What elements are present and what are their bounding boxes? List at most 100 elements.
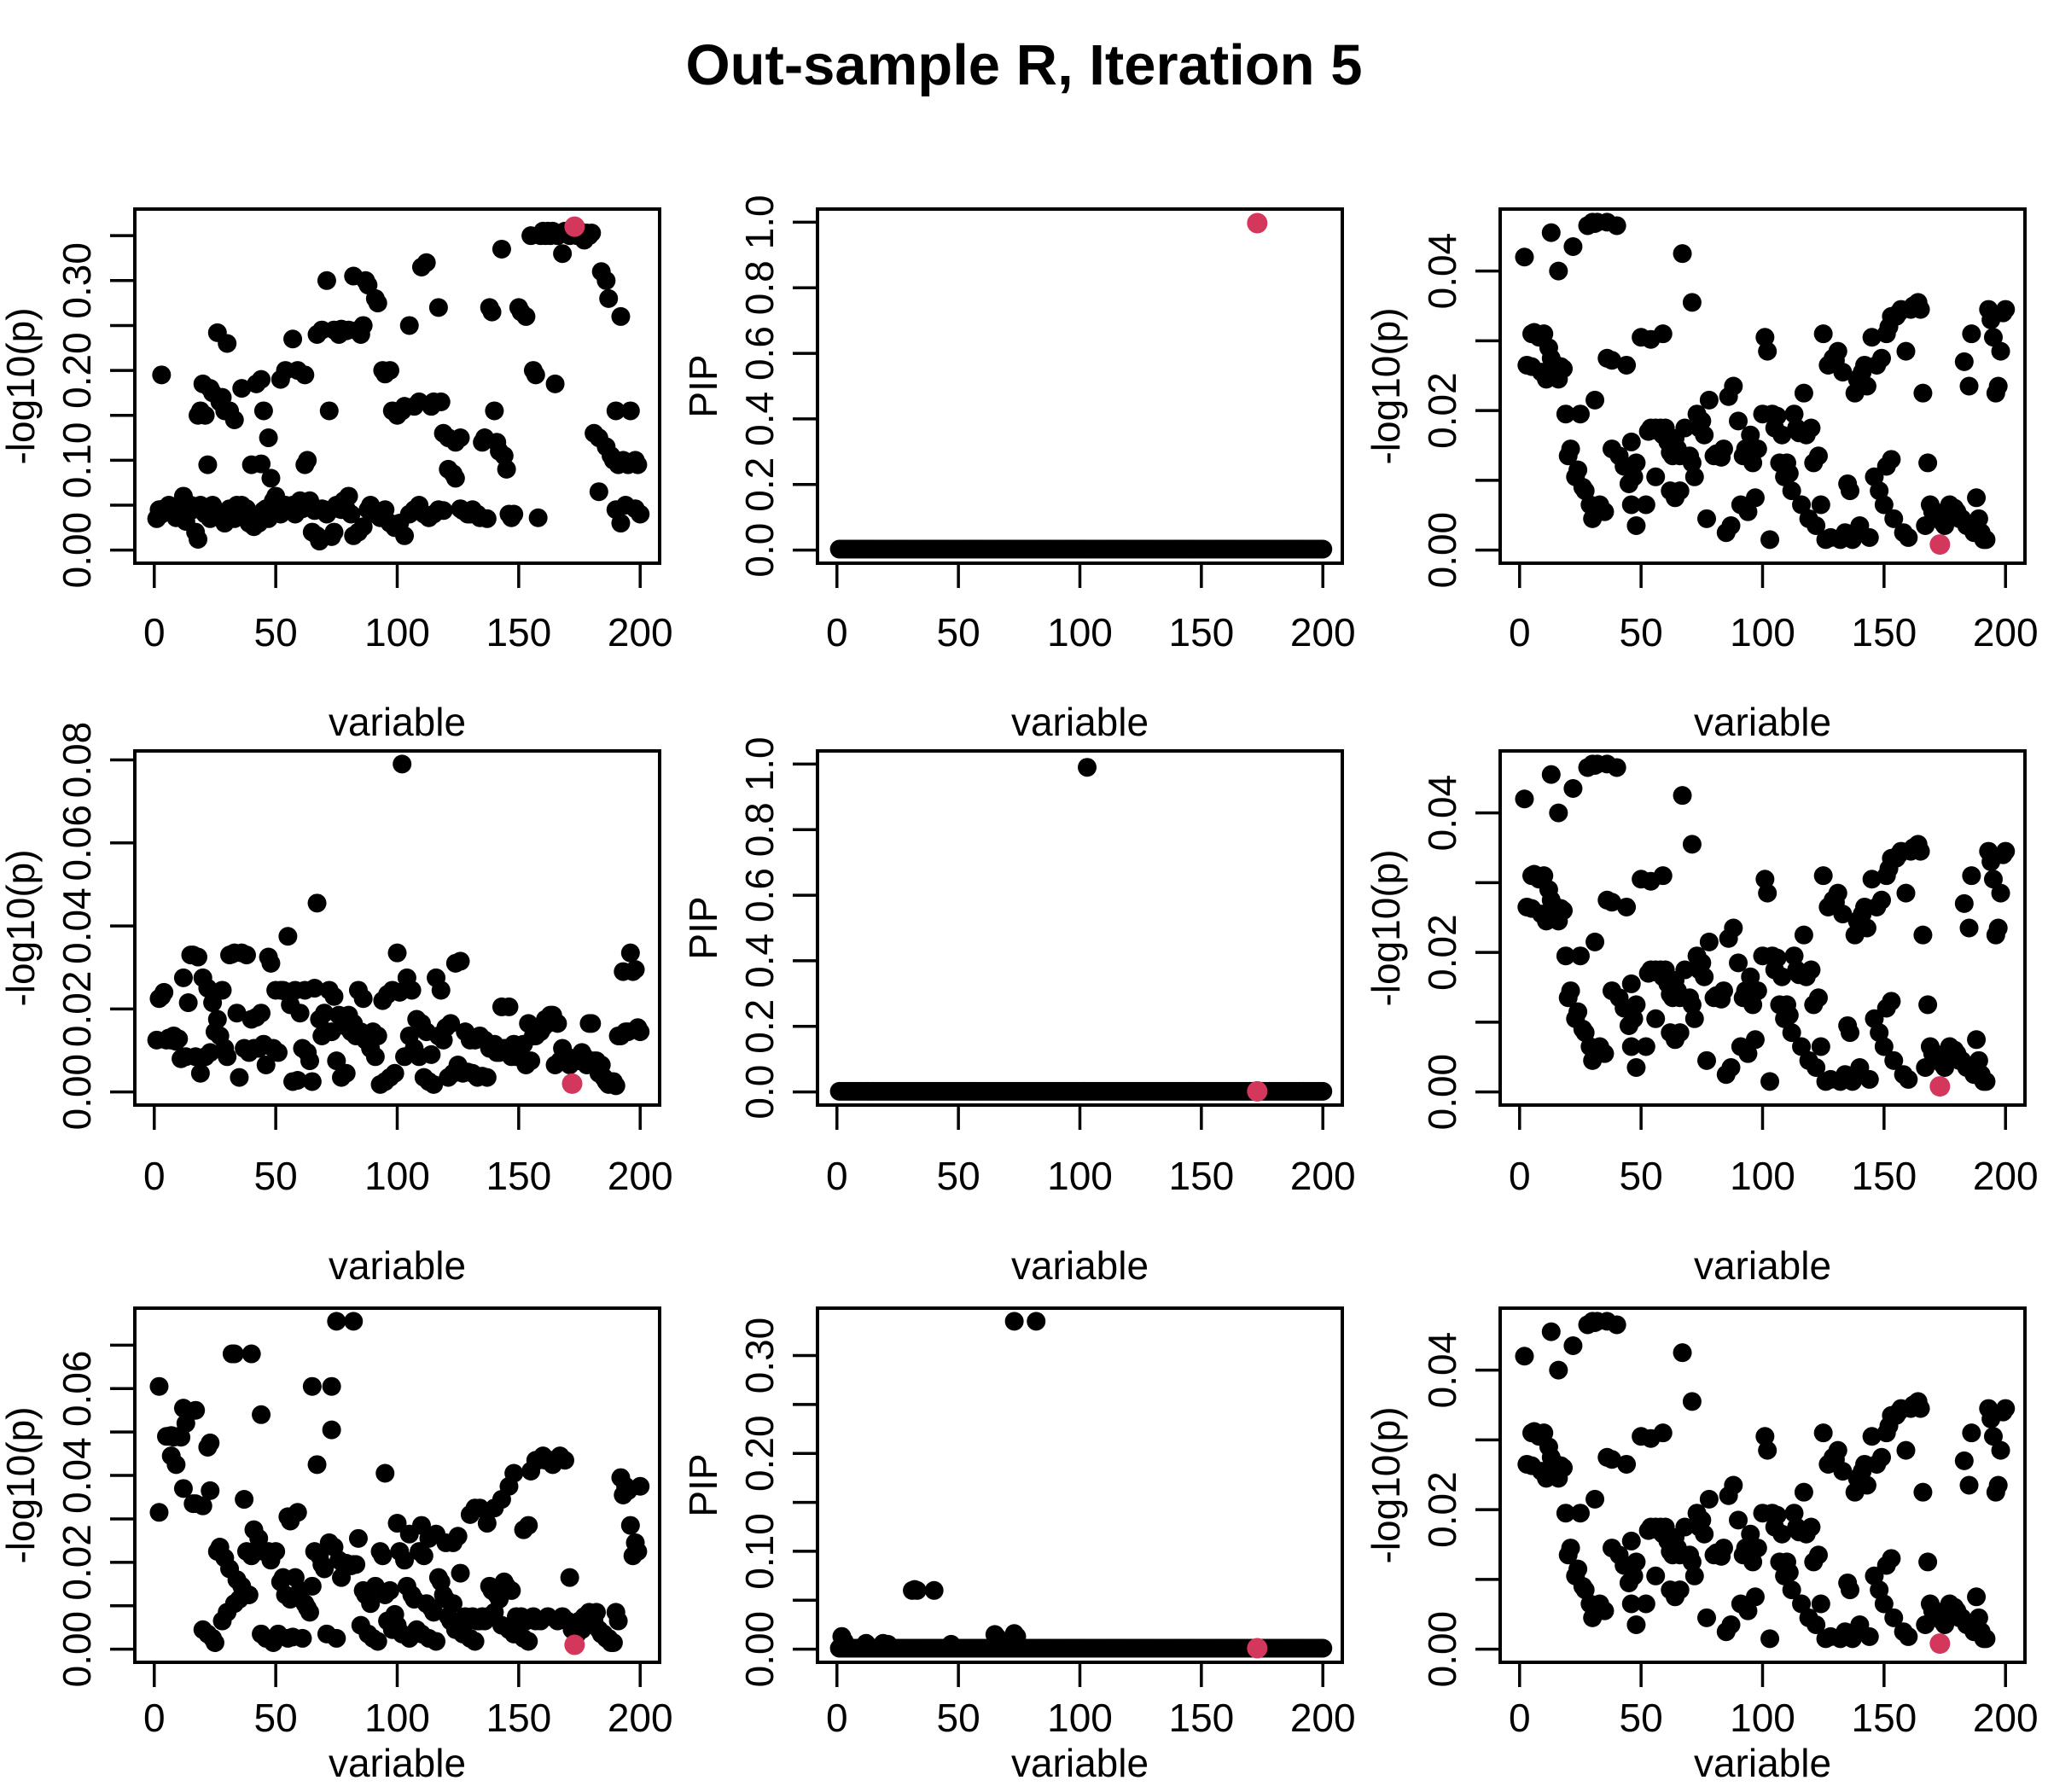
svg-text:200: 200 <box>608 610 673 655</box>
svg-text:variable: variable <box>329 1243 466 1288</box>
svg-text:-log10(p): -log10(p) <box>1364 307 1408 464</box>
svg-text:0: 0 <box>1509 1696 1531 1740</box>
svg-text:100: 100 <box>1047 1696 1113 1740</box>
svg-text:100: 100 <box>364 1154 430 1198</box>
svg-text:0.8: 0.8 <box>737 802 782 857</box>
svg-text:50: 50 <box>937 1154 980 1198</box>
svg-text:0.2: 0.2 <box>737 457 782 512</box>
panel-row3-col3: 0 50 100 150 200 variable 0.00 0.02 0.04 -log10(p… <box>1364 1306 2039 1785</box>
svg-text:150: 150 <box>1851 1154 1917 1198</box>
svg-text:100: 100 <box>1730 1696 1795 1740</box>
panel-row2-col3: 0 50 100 150 200 variable 0.00 0.02 0.04 -log10(p… <box>1364 749 2039 1288</box>
svg-text:0.00: 0.00 <box>737 1611 782 1688</box>
svg-text:0.6: 0.6 <box>737 326 782 381</box>
svg-text:50: 50 <box>937 1696 980 1740</box>
svg-text:150: 150 <box>1168 1696 1234 1740</box>
svg-text:50: 50 <box>1620 1154 1663 1198</box>
svg-text:0.6: 0.6 <box>737 868 782 922</box>
svg-text:variable: variable <box>1694 1243 1831 1288</box>
svg-text:0.4: 0.4 <box>737 934 782 988</box>
svg-text:50: 50 <box>1620 1696 1663 1740</box>
svg-text:0: 0 <box>826 1154 848 1198</box>
svg-text:0.0: 0.0 <box>737 523 782 578</box>
svg-text:0.10: 0.10 <box>55 422 99 499</box>
svg-text:0.04: 0.04 <box>55 1437 99 1514</box>
svg-text:200: 200 <box>1973 1154 2039 1198</box>
svg-text:0.2: 0.2 <box>737 999 782 1054</box>
svg-text:0.04: 0.04 <box>1420 233 1464 310</box>
svg-text:0.04: 0.04 <box>55 887 99 964</box>
svg-text:0.20: 0.20 <box>737 1415 782 1492</box>
svg-text:50: 50 <box>254 1696 298 1740</box>
svg-text:100: 100 <box>364 610 430 655</box>
svg-text:0: 0 <box>1509 610 1531 655</box>
svg-text:variable: variable <box>1011 700 1149 744</box>
svg-text:variable: variable <box>1011 1243 1149 1288</box>
svg-text:1.0: 1.0 <box>737 736 782 791</box>
svg-text:50: 50 <box>937 610 980 655</box>
panel-row3-col1: 0 50 100 150 200 variable 0.00 0.02 0.04 0.06 -log… <box>0 1306 673 1785</box>
svg-text:0: 0 <box>826 1696 848 1740</box>
svg-text:0.4: 0.4 <box>737 392 782 446</box>
svg-text:150: 150 <box>486 610 551 655</box>
svg-text:0.30: 0.30 <box>55 242 99 319</box>
svg-text:0.20: 0.20 <box>55 332 99 409</box>
svg-text:150: 150 <box>1851 610 1917 655</box>
svg-text:200: 200 <box>608 1696 673 1740</box>
svg-text:0.0: 0.0 <box>737 1065 782 1120</box>
svg-text:variable: variable <box>329 700 466 744</box>
svg-text:100: 100 <box>1730 610 1795 655</box>
svg-text:150: 150 <box>486 1154 551 1198</box>
svg-text:PIP: PIP <box>681 354 725 417</box>
figure-title: Out-sample R, Iteration 5 <box>685 33 1363 97</box>
svg-text:0: 0 <box>826 610 848 655</box>
svg-text:0.02: 0.02 <box>1420 372 1464 449</box>
svg-text:-log10(p): -log10(p) <box>0 1406 43 1563</box>
panel-row3-col2: 0 50 100 150 200 variable 0.00 0.10 0.20 0.30 PIP <box>681 1306 1356 1785</box>
svg-text:200: 200 <box>1290 1696 1356 1740</box>
svg-text:0.10: 0.10 <box>737 1513 782 1590</box>
svg-text:100: 100 <box>364 1696 430 1740</box>
svg-text:variable: variable <box>329 1741 466 1785</box>
svg-text:150: 150 <box>486 1696 551 1740</box>
svg-text:-log10(p): -log10(p) <box>0 307 43 464</box>
svg-text:0.02: 0.02 <box>55 971 99 1048</box>
svg-text:200: 200 <box>1973 610 2039 655</box>
svg-text:200: 200 <box>1290 610 1356 655</box>
svg-text:100: 100 <box>1730 1154 1795 1198</box>
svg-text:0: 0 <box>143 1154 166 1198</box>
svg-text:0.04: 0.04 <box>1420 775 1464 852</box>
svg-text:0.02: 0.02 <box>1420 914 1464 991</box>
panel-row1-col3: 0 50 100 150 200 variable 0.00 0.02 0.04 -log10(p… <box>1364 207 2039 744</box>
svg-text:0.02: 0.02 <box>1420 1471 1464 1548</box>
svg-text:0.8: 0.8 <box>737 260 782 315</box>
svg-text:0.00: 0.00 <box>1420 512 1464 589</box>
svg-text:0.00: 0.00 <box>1420 1611 1464 1688</box>
svg-text:variable: variable <box>1694 1741 1831 1785</box>
svg-text:variable: variable <box>1694 700 1831 744</box>
svg-text:200: 200 <box>1290 1154 1356 1198</box>
svg-text:0.02: 0.02 <box>55 1524 99 1601</box>
svg-text:100: 100 <box>1047 1154 1113 1198</box>
panel-row2-col2: 0 50 100 150 200 variable 0.0 0.2 0.4 0.6 0.8 1.0 PI… <box>681 736 1356 1288</box>
svg-text:0.08: 0.08 <box>55 722 99 799</box>
svg-text:0: 0 <box>143 610 166 655</box>
svg-text:0.00: 0.00 <box>55 1054 99 1131</box>
svg-text:0: 0 <box>143 1696 166 1740</box>
svg-text:-log10(p): -log10(p) <box>1364 849 1408 1006</box>
svg-text:0.06: 0.06 <box>55 805 99 881</box>
svg-text:50: 50 <box>254 610 298 655</box>
svg-text:-log10(p): -log10(p) <box>1364 1406 1408 1563</box>
svg-text:200: 200 <box>1973 1696 2039 1740</box>
svg-text:0.06: 0.06 <box>55 1350 99 1427</box>
svg-text:1.0: 1.0 <box>737 195 782 249</box>
panel-row1-col2: 0 50 100 150 200 variable 0.0 0.2 0.4 0.6 0.8 1.0 PI… <box>681 195 1356 744</box>
panel-row1-col1: 0 50 100 150 200 variable 0.00 0.10 0.20 0.30 -log… <box>0 207 673 744</box>
svg-text:variable: variable <box>1011 1741 1149 1785</box>
svg-text:150: 150 <box>1851 1696 1917 1740</box>
svg-text:150: 150 <box>1168 610 1234 655</box>
svg-text:50: 50 <box>1620 610 1663 655</box>
svg-text:0.04: 0.04 <box>1420 1332 1464 1409</box>
